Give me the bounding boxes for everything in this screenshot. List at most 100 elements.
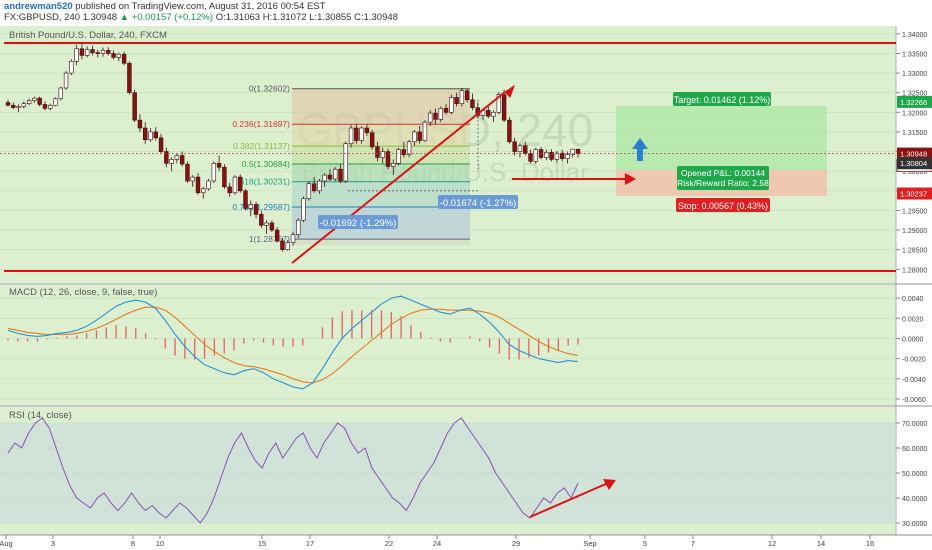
- candle-body: [496, 94, 502, 113]
- entry-price-tag: [897, 157, 932, 170]
- rsi-trend-arrow-line[interactable]: [529, 482, 609, 518]
- candle-body: [106, 50, 111, 54]
- candle-body: [359, 127, 364, 141]
- chart-header: andrewman520 published on TradingView.co…: [0, 0, 932, 24]
- price-change: +0.00157 (+0.12%): [131, 12, 214, 23]
- last-price-tag: [897, 147, 932, 160]
- candle-body: [53, 98, 58, 106]
- candle-body: [306, 183, 312, 199]
- target-label[interactable]: Target: 0.01462 (1.12%): [673, 92, 771, 106]
- risk-reward-text: Risk/Reward Ratio: 2.58: [677, 178, 769, 188]
- candle-body: [570, 148, 575, 155]
- rsi-tick-label: 40.0000: [902, 496, 927, 503]
- candle-body: [438, 108, 443, 120]
- candle-body: [58, 87, 63, 99]
- candle-body: [179, 155, 185, 165]
- candle-body: [486, 110, 491, 117]
- candle-body: [143, 127, 148, 141]
- fib-level-label: 1(1.28767): [249, 234, 290, 244]
- candle-body: [327, 174, 333, 180]
- candle-body: [164, 151, 169, 164]
- candle-body: [428, 112, 433, 123]
- fib-band: [292, 163, 470, 182]
- candle-body: [454, 97, 459, 104]
- target-price-tag: [897, 95, 932, 108]
- candle-body: [195, 176, 201, 194]
- price-axis-bg[interactable]: [896, 26, 932, 535]
- fib-band: [292, 124, 470, 147]
- candle-body: [523, 145, 528, 154]
- rsi-tick-label: 60.0000: [902, 446, 927, 453]
- candle-body: [290, 234, 296, 243]
- candle-body: [544, 152, 549, 158]
- candle-body: [317, 180, 322, 192]
- candle-body: [253, 204, 259, 215]
- time-tick-label: Sep: [583, 539, 596, 548]
- candle-body: [132, 92, 137, 121]
- candle-body: [127, 62, 132, 94]
- macd-tick-label: 0.0040: [902, 296, 924, 303]
- fib-level-label: 0.786(1.29587): [232, 202, 290, 212]
- measure-text-1: -0.01692 (-1.29%): [320, 218, 397, 229]
- candle-body: [422, 121, 428, 141]
- time-tick-label: 24: [433, 539, 441, 548]
- macd-axis[interactable]: 0.0040 0.0020 0.0000 -0.0020 -0.0040 -0.0060: [896, 296, 926, 404]
- last-price-tag-text: 1.30948: [900, 150, 927, 159]
- candle-body: [369, 132, 375, 148]
- fib-level-label: 0.618(1.30231): [232, 177, 290, 187]
- rsi-arrow-head-icon: [603, 479, 616, 490]
- candle-body: [95, 52, 100, 54]
- pnl-label[interactable]: Opened P&L: 0.00144 Risk/Reward Ratio: 2…: [677, 166, 769, 190]
- candle-body: [264, 222, 269, 226]
- time-tick-label: Aug: [0, 539, 13, 548]
- price-tick-label: 1.28000: [902, 267, 927, 274]
- price-tick-label: 1.29500: [902, 208, 927, 215]
- candle-body: [385, 151, 391, 167]
- candle-body: [464, 90, 470, 101]
- fib-band: [292, 88, 470, 125]
- candle-body: [459, 90, 465, 104]
- trend-arrow-line[interactable]: [291, 91, 506, 264]
- candle-body: [507, 119, 512, 143]
- candle-body: [111, 53, 116, 58]
- position-target-zone[interactable]: [616, 106, 827, 170]
- target-text: Target: 0.01462 (1.12%): [674, 95, 771, 105]
- candle-body: [517, 145, 523, 152]
- time-axis[interactable]: Aug 3 8 10 15 17 22 24 29 Sep 5 7 12 14 16: [0, 535, 874, 548]
- candle-body: [301, 198, 306, 221]
- candle-body: [116, 53, 122, 58]
- candle-body: [375, 146, 380, 158]
- macd-panel-bg[interactable]: [0, 285, 896, 405]
- candle-body: [396, 149, 401, 164]
- candle-body: [48, 104, 53, 109]
- macd-tick-label: 0.0000: [902, 336, 924, 343]
- candle-body: [16, 106, 21, 108]
- candle-body: [417, 131, 422, 141]
- time-tick-label: 7: [691, 539, 695, 548]
- measure-label-2[interactable]: -0.01674 (-1.27%): [438, 195, 518, 209]
- macd-line: [7, 295, 579, 390]
- candle-body: [243, 190, 248, 209]
- breakout-arrow-head-icon: [625, 173, 636, 185]
- candle-body: [412, 131, 417, 143]
- rsi-axis[interactable]: 70.0000 60.0000 50.0000 40.0000 30.0000: [896, 421, 927, 528]
- candle-body: [211, 163, 217, 182]
- candle-body: [259, 214, 264, 226]
- ohlc-values: O:1.31063 H:1.31072 L:1.30855 C:1.30948: [215, 12, 398, 23]
- candle-body: [169, 159, 174, 164]
- candle-body: [185, 163, 190, 182]
- stop-label[interactable]: Stop: 0.00567 (0.43%): [676, 198, 770, 212]
- candle-body: [222, 166, 227, 188]
- author-name[interactable]: andrewman520: [4, 1, 73, 12]
- candle-body: [121, 53, 127, 64]
- measure-label-1[interactable]: -0.01692 (-1.29%): [318, 215, 398, 229]
- last-price: 1.30948: [82, 12, 118, 23]
- candle-body: [391, 163, 396, 167]
- price-tick-label: 1.33500: [902, 51, 927, 58]
- tradingview-chart[interactable]: GBPUSD, 240 British Pound/U.S. Dollar 0(…: [0, 24, 932, 550]
- price-tick-label: 1.31500: [902, 130, 927, 137]
- long-arrow-icon[interactable]: [632, 138, 648, 161]
- price-panel-title: British Pound/U.S. Dollar, 240, FXCM: [9, 30, 167, 41]
- candle-body: [21, 103, 27, 107]
- candle-body: [79, 48, 85, 56]
